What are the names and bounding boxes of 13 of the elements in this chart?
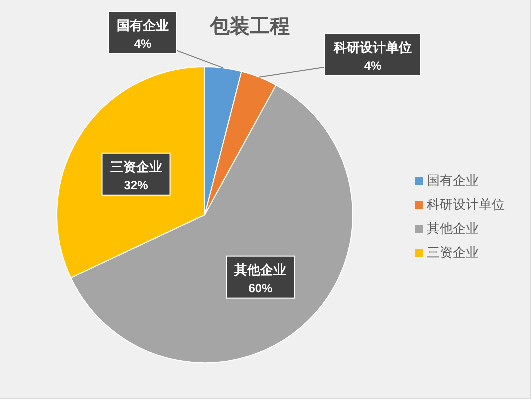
legend-label: 其他企业	[427, 221, 479, 236]
data-label: 4%	[134, 37, 152, 51]
legend-label: 科研设计单位	[427, 197, 505, 212]
legend-label: 三资企业	[427, 245, 479, 260]
data-label: 4%	[364, 59, 382, 73]
data-label: 32%	[124, 178, 149, 192]
slice-label: 其他企业	[234, 262, 287, 278]
title: 包装工程	[210, 16, 290, 38]
slice-label: 三资企业	[110, 159, 162, 174]
slice-label: 科研设计单位	[333, 40, 412, 55]
legend-label: 国有企业	[427, 173, 479, 188]
slice-label: 国有企业	[117, 18, 169, 33]
data-label: 60%	[248, 281, 274, 296]
